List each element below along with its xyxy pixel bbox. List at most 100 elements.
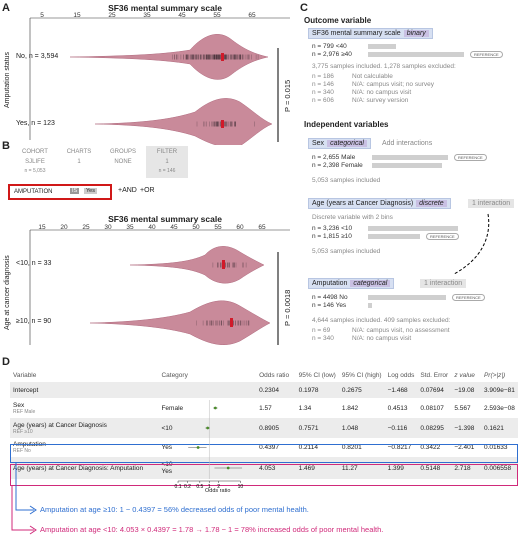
cell-p: 2.593e−08 xyxy=(483,404,515,412)
row-category: <10 xyxy=(161,424,173,432)
column-header: Std. Error xyxy=(420,371,449,379)
sex-tag: categorical xyxy=(327,140,367,147)
amputation-interaction-badge[interactable]: 1 interaction xyxy=(420,279,467,288)
outcome-excluded-item: n = 606 N/A: survey version xyxy=(312,97,409,104)
outcome-bar-0 xyxy=(368,44,396,49)
column-header: Category xyxy=(161,371,188,379)
panel-a-tick-label: 25 xyxy=(108,12,116,19)
cell-or: 0.8905 xyxy=(259,424,279,432)
table-row: Age (years) at Cancer Diagnosis REF ≥10 <1… xyxy=(10,418,518,438)
column-header: 95% CI (high) xyxy=(341,371,382,379)
filter-pill[interactable]: AMPUTATION IS Yes xyxy=(8,184,112,200)
outcome-reference-button[interactable]: REFERENCE xyxy=(470,51,503,58)
outcome-excluded-item: n = 186 Not calculable xyxy=(312,73,393,80)
interaction-connector xyxy=(453,213,490,275)
tab-groups[interactable]: GROUPS NONE xyxy=(102,146,144,178)
panel-d-letter: D xyxy=(2,356,10,368)
age-bar-1 xyxy=(368,234,420,239)
cell-se: 0.08107 xyxy=(420,404,444,412)
forest-axis-tick-label: 1 xyxy=(208,484,211,490)
panel-a-violin-plot xyxy=(29,17,290,145)
table-row: Sex REF Male Female 1.57 1.34 1.842 0.4513 0.08… xyxy=(10,398,518,418)
outcome-tag: binary xyxy=(403,30,429,37)
outcome-variable[interactable]: SF36 mental summary scale binary xyxy=(308,28,433,39)
amputation-bar-1 xyxy=(368,303,372,308)
cell-lo: 0.7571 xyxy=(298,424,319,432)
sex-name: Sex xyxy=(312,140,325,147)
panel-b-tick-label: 20 xyxy=(60,224,68,231)
median-lt10 xyxy=(222,260,225,269)
age-tag: discrete xyxy=(416,200,447,207)
filter-term: AMPUTATION xyxy=(14,189,53,195)
note-blue: Amputation at age ≥10: 1 − 0.4397 = 56% … xyxy=(40,505,309,514)
panel-b-row-lt10: <10, n = 33 xyxy=(16,260,52,267)
cell-or: 0.4397 xyxy=(259,444,279,451)
outcome-excluded-item: n = 146 N/A: campus visit; no survey xyxy=(312,81,434,88)
amputation-level-0: n = 4498 No xyxy=(312,294,348,301)
amputation-reference-button[interactable]: REFERENCE xyxy=(452,294,485,301)
forest-point xyxy=(226,466,230,470)
cell-log: −0.8217 xyxy=(387,444,412,451)
amputation-level-1: n = 146 Yes xyxy=(312,302,347,309)
age-interaction-badge[interactable]: 1 interaction xyxy=(468,199,515,208)
tab-charts[interactable]: CHARTS 1 xyxy=(58,146,100,178)
median-yes xyxy=(221,120,224,128)
row-variable: Intercept xyxy=(13,386,39,394)
amputation-excluded-item: n = 69 N/A: campus visit, no assessment xyxy=(312,327,450,334)
forest-axis-tick-label: 0.1 xyxy=(175,484,182,490)
outcome-name: SF36 mental summary scale xyxy=(312,30,401,37)
forest-axis-tick-label: 2 xyxy=(217,484,220,490)
sex-add-interactions[interactable]: Add interactions xyxy=(382,140,433,147)
panel-b-tick-label: 65 xyxy=(258,224,266,231)
add-or-button[interactable]: +OR xyxy=(140,187,155,194)
panel-a-row-yes: Yes, n = 123 xyxy=(16,120,55,127)
tab-value: 1 xyxy=(165,159,169,165)
age-name: Age (years at Cancer Diagnosis) xyxy=(312,200,414,207)
panel-b-tick-label: 50 xyxy=(192,224,200,231)
age-summary: 5,053 samples included xyxy=(312,248,381,255)
forest-axis-label: Odds ratio xyxy=(205,488,231,494)
age-reference-button[interactable]: REFERENCE xyxy=(426,233,459,240)
panel-b-tick-label: 55 xyxy=(214,224,222,231)
cell-se: 0.07694 xyxy=(420,386,444,394)
panel-b-tick-label: 35 xyxy=(126,224,134,231)
tab-label: CHARTS xyxy=(66,149,92,155)
sex-variable[interactable]: Sex categorical xyxy=(308,138,371,149)
cell-or: 1.57 xyxy=(259,404,272,412)
row-variable: Age (years) at Cancer Diagnosis REF ≥10 xyxy=(13,421,107,435)
panel-a-tick-label: 15 xyxy=(73,12,81,19)
amputation-variable[interactable]: Amputation categorical xyxy=(308,278,395,289)
amputation-name: Amputation xyxy=(312,280,348,287)
age-variable[interactable]: Age (years at Cancer Diagnosis) discrete xyxy=(308,198,451,209)
table-header: Variable Category Odds ratio 95% CI (low) 95… xyxy=(10,368,518,382)
panel-a-title: SF36 mental summary scale xyxy=(108,3,222,13)
tab-value: NONE xyxy=(114,159,132,165)
add-and-button[interactable]: +AND xyxy=(118,187,137,194)
tab-cohort[interactable]: COHORT SJLIFE n = 5,053 xyxy=(14,146,56,178)
panel-b-violin-plot xyxy=(29,229,290,346)
cell-lo: 1.34 xyxy=(298,404,312,412)
row-variable: Sex REF Male xyxy=(13,401,36,415)
sex-reference-button[interactable]: REFERENCE xyxy=(454,154,487,161)
amputation-summary: 4,644 samples included. 409 samples excl… xyxy=(312,317,451,324)
tab-value: SJLIFE xyxy=(25,159,45,165)
forest-point xyxy=(213,406,217,410)
amputation-excluded-item: n = 340 N/A: no campus visit xyxy=(312,335,412,342)
cell-p: 0.01633 xyxy=(483,444,508,451)
panel-b-letter: B xyxy=(2,140,10,152)
violin-no xyxy=(69,34,269,80)
tab-filter[interactable]: FILTER 1 n = 146 xyxy=(146,146,188,178)
row-variable: Age (years) at Cancer Diagnosis: Amputat… xyxy=(13,464,144,472)
sex-bar-1 xyxy=(372,163,442,168)
cell-z: 5.567 xyxy=(454,404,471,412)
cell-log: −1.468 xyxy=(387,386,408,394)
row-category: Yes xyxy=(161,444,173,451)
tab-label: FILTER xyxy=(156,149,178,155)
cell-z: 2.718 xyxy=(454,464,471,472)
outcome-summary: 3,775 samples included. 1,278 samples ex… xyxy=(312,63,456,70)
panel-b-tick-label: 30 xyxy=(104,224,112,231)
cell-lo: 1.469 xyxy=(298,464,315,472)
amputation-row-highlight xyxy=(10,444,518,463)
cell-hi: 1.048 xyxy=(341,424,359,432)
